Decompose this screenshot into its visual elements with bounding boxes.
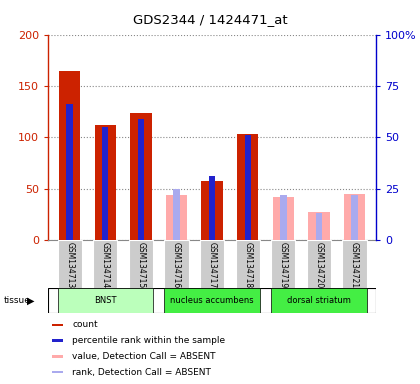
Text: percentile rank within the sample: percentile rank within the sample [72, 336, 225, 345]
Text: ▶: ▶ [27, 295, 35, 305]
Text: dorsal striatum: dorsal striatum [287, 296, 351, 305]
Text: GDS2344 / 1424471_at: GDS2344 / 1424471_at [133, 13, 287, 26]
Text: nucleus accumbens: nucleus accumbens [170, 296, 254, 305]
Bar [52, 371, 63, 373]
Bar [271, 288, 367, 313]
Bar [273, 197, 294, 240]
Bar [52, 324, 63, 326]
Bar [342, 240, 367, 290]
Bar [129, 240, 153, 290]
Bar [94, 125, 116, 240]
Bar [352, 195, 358, 240]
Text: count: count [72, 320, 98, 329]
Bar [58, 240, 82, 290]
Text: GSM134718: GSM134718 [243, 243, 252, 289]
Bar [200, 240, 224, 290]
Bar [280, 195, 286, 240]
Text: GSM134714: GSM134714 [101, 243, 110, 289]
Bar [138, 119, 144, 240]
Bar [202, 182, 223, 240]
Bar [59, 71, 80, 240]
Bar [166, 195, 187, 240]
Text: GSM134719: GSM134719 [279, 243, 288, 289]
Bar [130, 113, 152, 240]
Text: BNST: BNST [94, 296, 116, 305]
Bar [93, 240, 117, 290]
Text: GSM134717: GSM134717 [207, 243, 217, 289]
Bar [52, 339, 63, 342]
Text: GSM134721: GSM134721 [350, 243, 359, 289]
Bar [58, 288, 153, 313]
Bar [244, 135, 251, 240]
Text: rank, Detection Call = ABSENT: rank, Detection Call = ABSENT [72, 368, 211, 377]
Bar [307, 240, 331, 290]
Text: GSM134715: GSM134715 [136, 243, 145, 289]
Bar [209, 176, 215, 240]
Bar [66, 104, 73, 240]
Text: tissue: tissue [4, 296, 31, 305]
Bar [164, 288, 260, 313]
Bar [237, 134, 258, 240]
Text: GSM134716: GSM134716 [172, 243, 181, 289]
Text: GSM134720: GSM134720 [315, 243, 323, 289]
Bar [308, 212, 330, 240]
Bar [173, 189, 180, 240]
Text: GSM134713: GSM134713 [65, 243, 74, 289]
Bar [164, 240, 189, 290]
Bar [271, 240, 295, 290]
Text: value, Detection Call = ABSENT: value, Detection Call = ABSENT [72, 352, 215, 361]
Bar [316, 213, 322, 240]
Bar [52, 355, 63, 358]
Bar [102, 127, 108, 240]
Bar [236, 240, 260, 290]
Bar [344, 194, 365, 240]
